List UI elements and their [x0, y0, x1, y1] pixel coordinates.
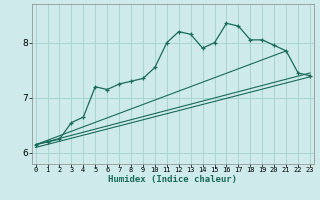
X-axis label: Humidex (Indice chaleur): Humidex (Indice chaleur) — [108, 175, 237, 184]
